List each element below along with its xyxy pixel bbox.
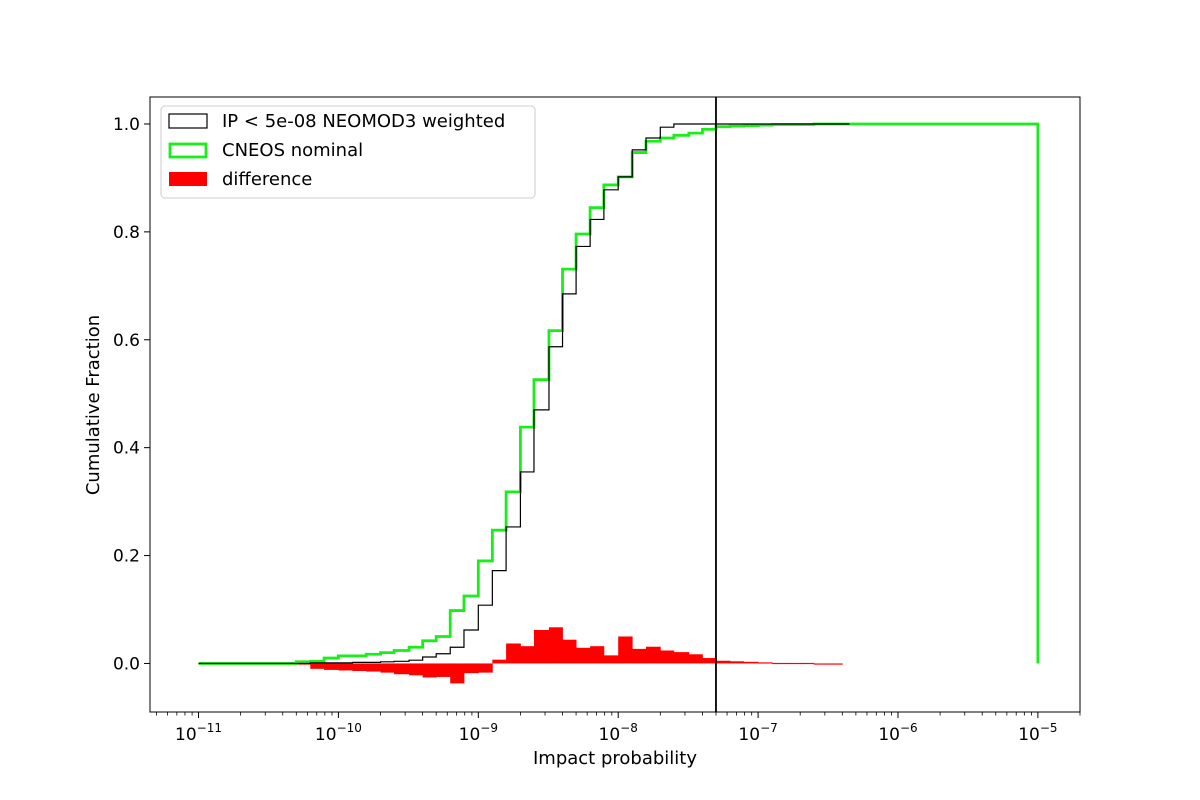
x-tick-exponent: −6 — [900, 721, 918, 735]
difference-bar — [785, 662, 801, 665]
x-tick-base: 10 — [315, 725, 337, 745]
difference-bar — [352, 663, 367, 671]
difference-bar — [492, 659, 507, 664]
x-axis-label: Impact probability — [533, 748, 697, 769]
y-tick-label: 0.0 — [113, 654, 140, 674]
difference-bar — [660, 650, 675, 664]
difference-bar — [645, 646, 661, 664]
legend-swatch-cneos — [168, 142, 208, 159]
x-tick-label: 10−5 — [1018, 721, 1057, 745]
legend-label: difference — [222, 169, 312, 190]
difference-bar — [730, 661, 745, 664]
difference-bar — [450, 663, 465, 684]
difference-bar — [463, 663, 479, 674]
x-tick-exponent: −7 — [760, 721, 778, 735]
difference-bar — [478, 663, 493, 673]
x-tick-base: 10 — [459, 725, 481, 745]
difference-bar — [422, 663, 437, 678]
difference-bar — [590, 646, 605, 664]
legend-label: IP < 5e-08 NEOMOD3 weighted — [222, 111, 505, 132]
neomod3-weighted-line — [198, 123, 850, 665]
x-tick-exponent: −11 — [197, 721, 222, 735]
difference-bar — [520, 646, 535, 664]
difference-bar — [409, 663, 424, 676]
difference-bar — [548, 627, 563, 664]
difference-bar — [310, 663, 325, 669]
x-tick-label: 10−11 — [175, 721, 222, 745]
difference-bar — [506, 643, 521, 664]
difference-bar — [436, 663, 451, 677]
x-tick-label: 10−10 — [315, 721, 362, 745]
x-tick-exponent: −10 — [337, 721, 362, 735]
difference-bar — [324, 663, 339, 670]
x-tick-label: 10−7 — [738, 721, 777, 745]
x-tick-label: 10−9 — [459, 721, 498, 745]
y-tick-label: 0.6 — [113, 331, 140, 351]
difference-bar — [688, 654, 703, 664]
y-tick-label: 0.8 — [113, 223, 140, 243]
x-tick-exponent: −5 — [1040, 721, 1058, 735]
x-tick-base: 10 — [1018, 725, 1040, 745]
x-tick-exponent: −8 — [620, 721, 638, 735]
difference-bar — [632, 648, 647, 664]
difference-bar — [380, 663, 395, 673]
difference-bar — [618, 636, 633, 664]
difference-bar — [715, 660, 731, 664]
difference-bar — [394, 663, 410, 675]
x-tick-base: 10 — [599, 725, 621, 745]
difference-bar — [338, 663, 353, 671]
difference-bar — [603, 655, 619, 664]
difference-bar — [800, 662, 815, 665]
y-axis-label: Cumulative Fraction — [83, 315, 104, 495]
legend-swatch-neomod3 — [168, 113, 208, 129]
difference-bar — [562, 639, 577, 664]
difference-bar — [743, 661, 759, 664]
difference-bar — [702, 658, 717, 664]
legend: IP < 5e-08 NEOMOD3 weighted CNEOS nominal… — [160, 105, 536, 199]
difference-bar — [758, 662, 773, 664]
y-tick-label: 1.0 — [113, 115, 140, 135]
x-tick-base: 10 — [738, 725, 760, 745]
y-tick-label: 0.2 — [113, 547, 140, 567]
x-tick-label: 10−6 — [878, 721, 917, 745]
difference-bar — [772, 662, 787, 665]
difference-bar — [813, 663, 830, 665]
plot-area — [198, 97, 1040, 712]
difference-bar — [576, 647, 591, 664]
legend-box — [160, 105, 536, 199]
difference-bar — [366, 663, 381, 672]
legend-label: CNEOS nominal — [222, 140, 363, 161]
difference-bar — [673, 652, 690, 664]
legend-swatch-difference — [169, 172, 207, 186]
plot-frame — [149, 96, 1081, 713]
difference-bar — [828, 663, 843, 665]
x-tick-exponent: −9 — [480, 721, 498, 735]
x-tick-label: 10−8 — [599, 721, 638, 745]
difference-bar — [533, 630, 550, 664]
y-tick-label: 0.4 — [113, 439, 140, 459]
axes: 0.00.20.40.60.81.010−11 10−10 10−9 10−8 10−7… — [113, 96, 1081, 745]
x-tick-base: 10 — [878, 725, 900, 745]
difference-bar — [296, 663, 311, 665]
x-tick-base: 10 — [175, 725, 197, 745]
